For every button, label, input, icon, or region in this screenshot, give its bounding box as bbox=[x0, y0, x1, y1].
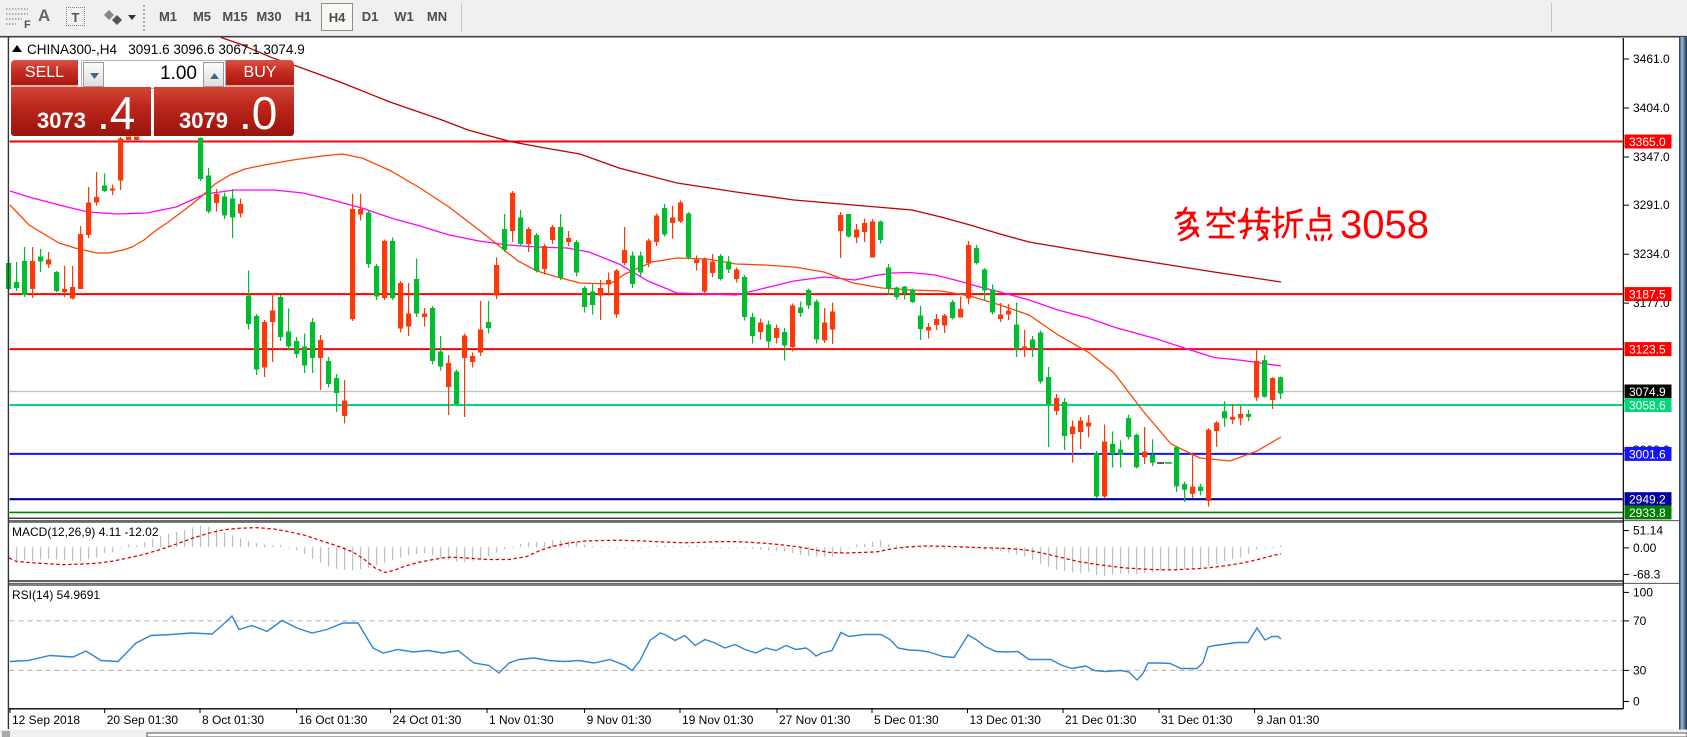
svg-text:0.00: 0.00 bbox=[1633, 541, 1657, 555]
svg-text:2949.2: 2949.2 bbox=[1629, 493, 1666, 507]
svg-text:MACD(12,26,9) 4.11 -12.02: MACD(12,26,9) 4.11 -12.02 bbox=[12, 525, 159, 539]
svg-text:100: 100 bbox=[1633, 585, 1653, 599]
svg-text:16 Oct 01:30: 16 Oct 01:30 bbox=[299, 713, 368, 727]
svg-text:3058.6: 3058.6 bbox=[1629, 399, 1666, 413]
svg-text:3404.0: 3404.0 bbox=[1633, 101, 1670, 115]
svg-text:1 Nov 01:30: 1 Nov 01:30 bbox=[489, 713, 554, 727]
svg-text:3058: 3058 bbox=[1340, 203, 1429, 247]
svg-text:3001.6: 3001.6 bbox=[1629, 447, 1666, 461]
svg-text:3365.0: 3365.0 bbox=[1629, 135, 1666, 149]
svg-text:3123.5: 3123.5 bbox=[1629, 343, 1666, 357]
svg-text:3234.0: 3234.0 bbox=[1633, 247, 1670, 261]
svg-text:RSI(14) 54.9691: RSI(14) 54.9691 bbox=[12, 588, 100, 602]
svg-text:0: 0 bbox=[1633, 695, 1640, 709]
svg-text:70: 70 bbox=[1633, 614, 1647, 628]
svg-text:31 Dec 01:30: 31 Dec 01:30 bbox=[1161, 713, 1233, 727]
svg-text:9 Nov 01:30: 9 Nov 01:30 bbox=[587, 713, 652, 727]
svg-text:2933.8: 2933.8 bbox=[1629, 506, 1666, 520]
svg-text:9 Jan 01:30: 9 Jan 01:30 bbox=[1257, 713, 1320, 727]
svg-text:F: F bbox=[24, 19, 31, 30]
svg-text:30: 30 bbox=[1633, 663, 1647, 677]
svg-text:-68.3: -68.3 bbox=[1633, 567, 1661, 581]
svg-text:51.14: 51.14 bbox=[1633, 524, 1663, 538]
svg-text:CHINA300-,H4 3091.6 3096.6 3: CHINA300-,H4 3091.6 3096.6 3067.1 3074.9 bbox=[27, 42, 305, 57]
svg-text:3461.0: 3461.0 bbox=[1633, 52, 1670, 66]
svg-text:3187.5: 3187.5 bbox=[1629, 288, 1666, 302]
svg-text:12 Sep 2018: 12 Sep 2018 bbox=[12, 713, 80, 727]
svg-text:24 Oct 01:30: 24 Oct 01:30 bbox=[393, 713, 462, 727]
svg-text:3291.0: 3291.0 bbox=[1633, 198, 1670, 212]
svg-text:3074.9: 3074.9 bbox=[1629, 385, 1666, 399]
svg-text:13 Dec 01:30: 13 Dec 01:30 bbox=[970, 713, 1042, 727]
svg-text:20 Sep 01:30: 20 Sep 01:30 bbox=[107, 713, 179, 727]
svg-text:27 Nov 01:30: 27 Nov 01:30 bbox=[779, 713, 851, 727]
svg-text:19 Nov 01:30: 19 Nov 01:30 bbox=[682, 713, 754, 727]
svg-text:5 Dec 01:30: 5 Dec 01:30 bbox=[874, 713, 939, 727]
svg-text:8 Oct 01:30: 8 Oct 01:30 bbox=[202, 713, 264, 727]
svg-text:3347.0: 3347.0 bbox=[1633, 150, 1670, 164]
svg-text:21 Dec 01:30: 21 Dec 01:30 bbox=[1065, 713, 1137, 727]
